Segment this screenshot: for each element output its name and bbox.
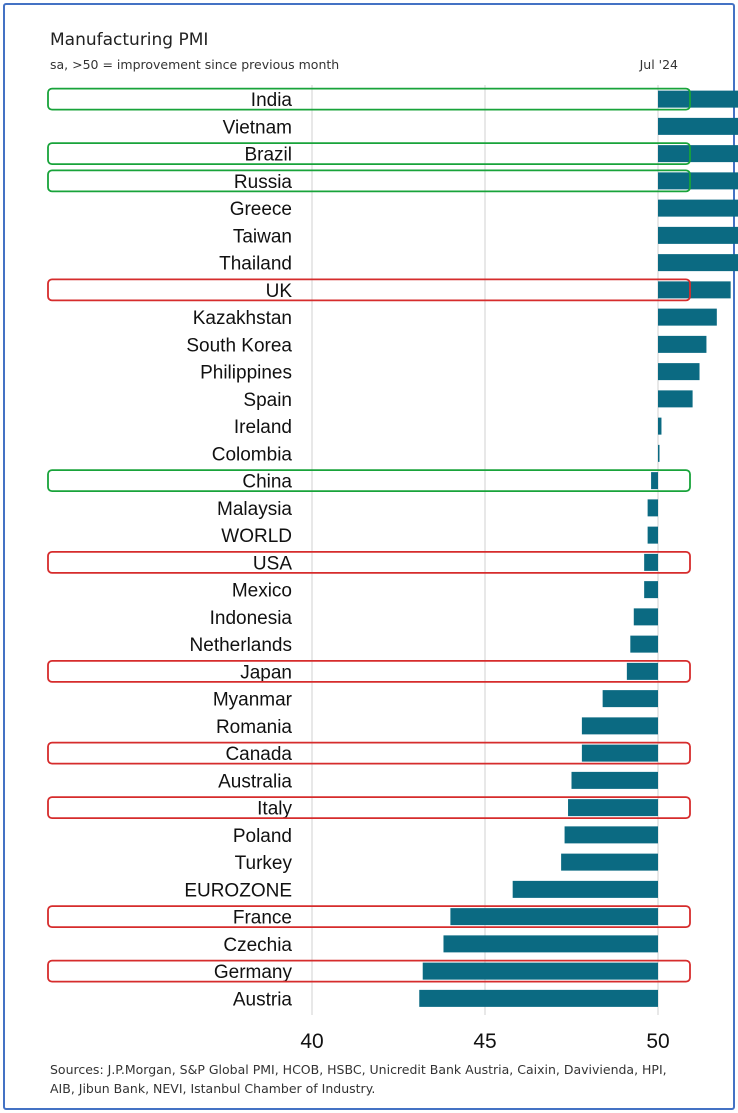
bar-russia [658, 172, 738, 190]
bar-australia [571, 771, 658, 789]
category-label-mexico: Mexico [232, 581, 292, 602]
category-label-turkey: Turkey [235, 853, 293, 874]
category-label-czechia: Czechia [223, 935, 292, 956]
bar-france [450, 908, 658, 926]
category-label-ireland: Ireland [234, 417, 292, 438]
x-tick-label-45: 45 [473, 1030, 496, 1053]
category-label-taiwan: Taiwan [233, 226, 292, 247]
bar-south-korea [658, 335, 707, 353]
bar-poland [564, 826, 658, 844]
category-label-china: China [242, 472, 292, 493]
bar-mexico [644, 581, 658, 599]
highlight-box-japan [47, 659, 691, 683]
bar-brazil [658, 145, 738, 163]
bar-eurozone [512, 880, 658, 898]
category-label-india: India [251, 90, 293, 111]
category-label-netherlands: Netherlands [190, 635, 292, 656]
chart-sources: Sources: J.P.Morgan, S&P Global PMI, HCO… [50, 1062, 667, 1096]
highlight-box-brazil [47, 142, 691, 166]
bar-myanmar [602, 690, 658, 708]
bar-kazakhstan [658, 308, 717, 326]
category-label-world: WORLD [221, 526, 292, 547]
bar-indonesia [633, 608, 658, 626]
category-label-philippines: Philippines [200, 363, 292, 384]
x-tick-label-50: 50 [646, 1030, 669, 1053]
category-label-japan: Japan [240, 662, 292, 683]
bar-taiwan [658, 226, 738, 244]
category-label-colombia: Colombia [212, 444, 293, 465]
category-label-indonesia: Indonesia [210, 608, 293, 629]
category-label-canada: Canada [225, 744, 292, 765]
bar-spain [658, 390, 693, 408]
category-label-kazakhstan: Kazakhstan [193, 308, 292, 329]
bar-india [658, 90, 738, 108]
bar-ireland [658, 417, 662, 435]
category-label-france: France [233, 908, 292, 929]
bar-malaysia [647, 499, 658, 517]
bar-uk [658, 281, 731, 299]
bar-austria [419, 989, 658, 1007]
category-label-malaysia: Malaysia [217, 499, 292, 520]
category-label-spain: Spain [243, 390, 292, 411]
bar-colombia [658, 444, 660, 462]
bar-world [647, 526, 658, 544]
bar-greece [658, 199, 738, 217]
highlight-box-canada [47, 741, 691, 765]
chart-title: Manufacturing PMI [50, 30, 209, 50]
chart-frame [3, 3, 735, 1110]
bar-china [651, 472, 658, 490]
category-label-austria: Austria [233, 989, 293, 1010]
highlight-box-india [47, 87, 691, 111]
chart-period: Jul '24 [639, 57, 678, 72]
highlight-box-uk [47, 278, 691, 302]
bar-usa [644, 553, 658, 571]
category-label-poland: Poland [233, 826, 292, 847]
highlight-box-france [47, 905, 691, 929]
bar-canada [581, 744, 658, 762]
category-label-usa: USA [253, 553, 292, 574]
x-tick-label-40: 40 [300, 1030, 323, 1053]
bar-romania [581, 717, 658, 735]
category-label-greece: Greece [230, 199, 292, 220]
bar-thailand [658, 254, 738, 272]
category-label-russia: Russia [234, 172, 293, 193]
category-label-uk: UK [266, 281, 293, 302]
highlight-box-germany [47, 959, 691, 983]
category-label-romania: Romania [216, 717, 292, 738]
category-label-vietnam: Vietnam [223, 117, 292, 138]
bar-japan [626, 662, 658, 680]
category-label-south-korea: South Korea [186, 335, 292, 356]
category-label-australia: Australia [218, 771, 292, 792]
bar-czechia [443, 935, 658, 953]
bar-italy [568, 799, 658, 817]
category-label-eurozone: EUROZONE [184, 880, 292, 901]
bar-philippines [658, 363, 700, 381]
bar-vietnam [658, 117, 738, 135]
category-label-brazil: Brazil [244, 145, 292, 166]
category-label-germany: Germany [214, 962, 293, 983]
highlight-box-china [47, 469, 691, 493]
chart-subtitle: sa, >50 = improvement since previous mon… [50, 57, 340, 72]
category-label-italy: Italy [257, 799, 292, 820]
highlight-box-usa [47, 550, 691, 574]
category-label-thailand: Thailand [219, 254, 292, 275]
bar-netherlands [630, 635, 658, 653]
highlight-box-russia [47, 169, 691, 193]
bar-turkey [561, 853, 658, 871]
category-label-myanmar: Myanmar [213, 690, 293, 711]
bar-germany [422, 962, 658, 980]
highlight-box-italy [47, 796, 691, 820]
